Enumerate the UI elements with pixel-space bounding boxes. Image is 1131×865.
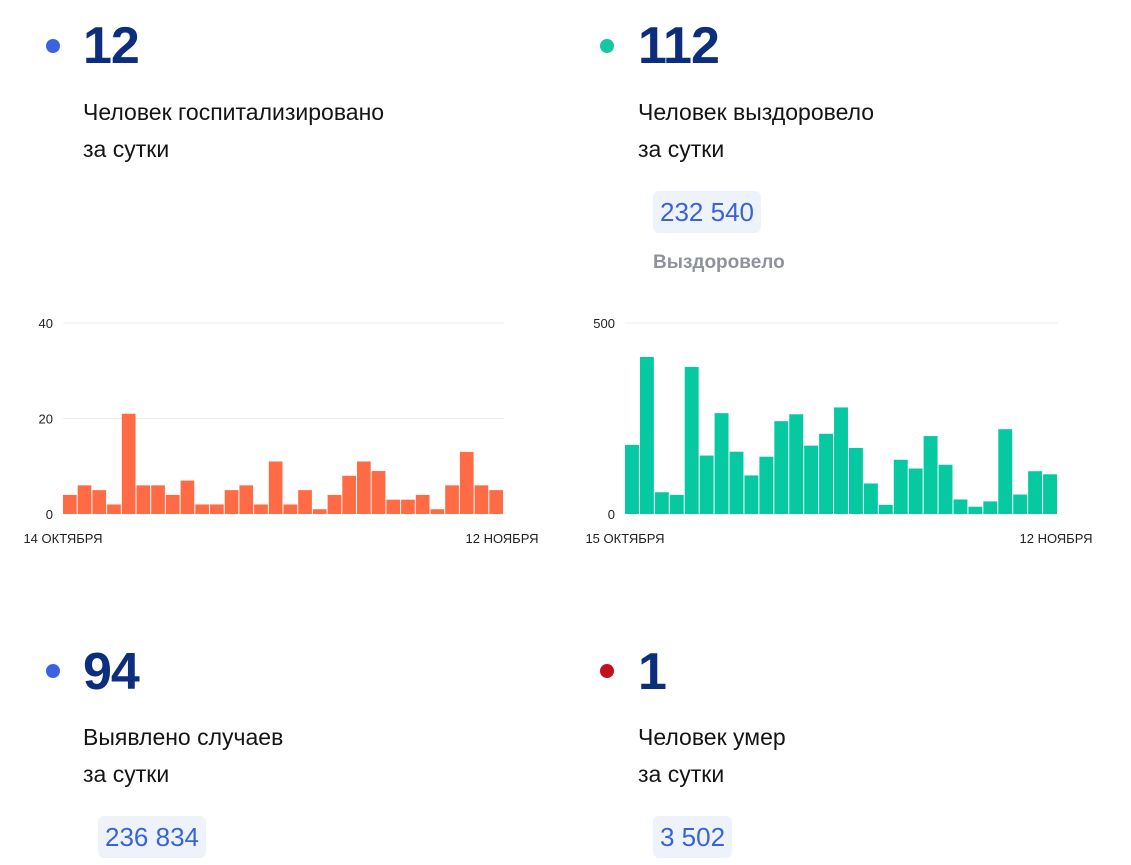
bar: [1043, 474, 1057, 514]
cases-description-line1: Выявлено случаев: [83, 724, 284, 750]
bar: [357, 461, 371, 514]
cases-total-badge: 236 834: [98, 816, 206, 858]
bar: [834, 407, 848, 514]
bar: [136, 485, 151, 514]
bar: [489, 490, 503, 514]
recovered-total-label: Выздоровело: [653, 252, 785, 273]
bar: [1013, 494, 1028, 514]
x-start-label: 14 ОКТЯБРЯ: [23, 531, 102, 546]
y-tick-label: 40: [39, 316, 53, 331]
bar: [684, 366, 699, 514]
bar: [298, 490, 312, 514]
bar: [180, 480, 195, 514]
bar: [239, 485, 254, 514]
bar: [312, 509, 327, 514]
bar: [342, 475, 356, 514]
hospitalized-bar-chart: 0 20 40 14 ОКТЯБРЯ 12 НОЯБРЯ: [23, 316, 539, 546]
bar: [254, 504, 268, 514]
x-start-label: 15 ОКТЯБРЯ: [585, 531, 664, 546]
deaths-description-line2: за сутки: [638, 761, 725, 787]
bar: [210, 504, 224, 514]
recovered-value: 112: [638, 17, 720, 75]
bar: [283, 504, 298, 514]
x-end-label: 12 НОЯБРЯ: [1020, 531, 1093, 546]
bar: [878, 504, 893, 514]
deaths-description-line1: Человек умер: [638, 724, 786, 750]
y-tick-label: 500: [593, 316, 615, 331]
bar: [714, 413, 729, 514]
deaths-dot-icon: [600, 664, 614, 678]
bar: [121, 413, 136, 514]
recovered-description-line1: Человек выздоровело: [638, 99, 875, 125]
bar: [654, 492, 669, 514]
bar: [908, 468, 923, 514]
recovered-total-badge: 232 540: [653, 191, 761, 233]
bar: [968, 506, 983, 514]
bar: [699, 455, 714, 514]
bar: [415, 494, 430, 514]
bar: [789, 414, 804, 514]
bar: [268, 461, 283, 514]
hospitalized-description-line1: Человек госпитализировано: [83, 99, 385, 125]
bar: [848, 447, 863, 514]
bar: [819, 433, 834, 514]
hospitalized-description-line2: за сутки: [83, 136, 170, 162]
bar: [107, 504, 121, 514]
bar: [759, 456, 774, 514]
bar: [92, 490, 107, 514]
bar: [774, 421, 789, 514]
cases-value: 94: [83, 643, 140, 701]
bar: [459, 451, 474, 514]
bar: [401, 499, 415, 514]
bar: [938, 464, 953, 514]
x-end-label: 12 НОЯБРЯ: [466, 531, 539, 546]
bar: [371, 471, 386, 514]
bar: [729, 451, 744, 514]
y-tick-label: 20: [39, 412, 53, 427]
cases-description-line2: за сутки: [83, 761, 170, 787]
bar: [327, 494, 342, 514]
bar: [224, 490, 239, 514]
hospitalized-value: 12: [83, 17, 140, 75]
bar: [983, 501, 998, 514]
recovered-description-line2: за сутки: [638, 136, 725, 162]
bar: [474, 485, 489, 514]
bar: [863, 483, 878, 514]
bar: [625, 444, 639, 514]
bar: [195, 504, 209, 514]
recovered-bar-chart: 0 500 15 ОКТЯБРЯ 12 НОЯБРЯ: [585, 316, 1093, 546]
bar: [998, 429, 1013, 514]
hospitalized-dot-icon: [46, 39, 60, 53]
bar: [386, 499, 401, 514]
bar: [165, 494, 180, 514]
bar: [1028, 471, 1043, 514]
recovered-dot-icon: [600, 39, 614, 53]
y-tick-label: 0: [608, 507, 615, 522]
bar: [151, 485, 165, 514]
y-tick-label: 0: [46, 507, 53, 522]
bar: [63, 494, 77, 514]
bar: [77, 485, 92, 514]
bar: [639, 356, 654, 514]
bar: [804, 445, 819, 514]
bar: [953, 499, 968, 514]
bar: [430, 509, 445, 514]
bar: [744, 475, 759, 514]
bar: [923, 436, 938, 514]
bar: [893, 459, 908, 514]
deaths-total-badge: 3 502: [653, 816, 733, 858]
bar: [445, 485, 459, 514]
bar: [669, 494, 684, 514]
cases-dot-icon: [46, 664, 60, 678]
deaths-value: 1: [638, 643, 667, 701]
